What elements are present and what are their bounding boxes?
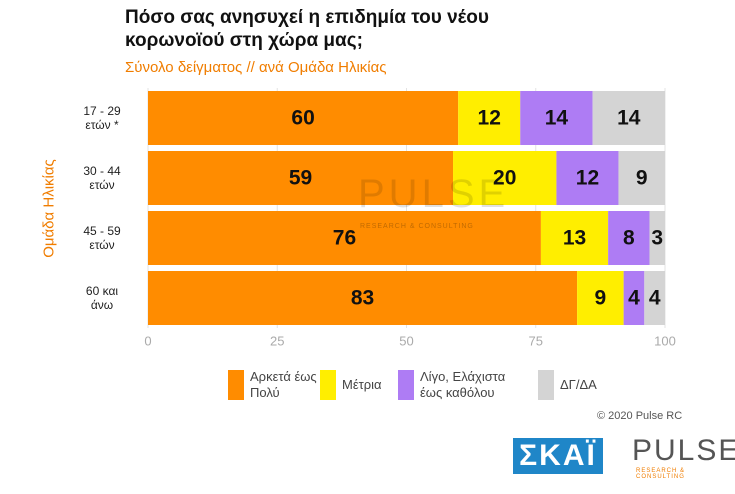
bar-segment: [644, 271, 665, 325]
legend-label: Αρκετά έως Πολύ: [250, 369, 317, 400]
y-tick-label: 30 - 44 ετών: [83, 164, 121, 192]
chart-subtitle: Σύνολο δείγματος // ανά Ομάδα Ηλικίας: [125, 59, 387, 76]
legend-swatch: [538, 370, 554, 400]
data-label: 59: [289, 167, 312, 190]
data-label: 13: [563, 227, 586, 250]
logo-skai: ΣΚΑΪ: [513, 438, 603, 474]
watermark: PULSE: [358, 172, 510, 216]
data-label: 14: [545, 107, 569, 130]
y-tick-label: 60 και άνω: [85, 284, 119, 312]
chart-title: Πόσο σας ανησυχεί η επιδημία του νέου κο…: [125, 7, 489, 51]
bar-segment: [148, 151, 454, 205]
data-label: 4: [628, 287, 640, 310]
legend-swatch: [398, 370, 414, 400]
data-label: 9: [595, 287, 607, 310]
legend-swatch: [320, 370, 336, 400]
data-label: 9: [636, 167, 648, 190]
logo-pulse-sub: RESEARCH & CONSULTING: [636, 468, 686, 480]
bar-segment: [623, 271, 645, 325]
data-label: 60: [291, 107, 314, 130]
data-label: 3: [651, 227, 663, 250]
copyright: © 2020 Pulse RC: [597, 410, 683, 422]
y-tick-label: 17 - 29 ετών *: [83, 104, 121, 132]
bar-segment: [148, 91, 459, 145]
bar-segment: [453, 151, 557, 205]
data-label: 4: [649, 287, 661, 310]
y-tick-label: 45 - 59 ετών: [83, 224, 121, 252]
legend-label: ΔΓ/ΔΑ: [560, 377, 597, 392]
bar-segment: [556, 151, 619, 205]
legend-swatch: [228, 370, 244, 400]
bar-segment: [458, 91, 521, 145]
data-label: 83: [351, 287, 374, 310]
legend-label: Μέτρια: [342, 377, 382, 392]
bar-segment: [148, 211, 541, 265]
logo-pulse: PULSE: [632, 434, 735, 467]
bar-segment: [577, 271, 624, 325]
x-tick-label: 75: [529, 333, 543, 348]
data-label: 20: [493, 167, 516, 190]
bar-segment: [592, 91, 665, 145]
bar-segment: [618, 151, 665, 205]
x-tick-label: 50: [399, 333, 413, 348]
data-label: 8: [623, 227, 635, 250]
x-tick-label: 100: [654, 333, 676, 348]
legend-label: Λίγο, Ελάχιστα έως καθόλου: [420, 369, 506, 400]
data-label: 12: [478, 107, 501, 130]
x-tick-label: 25: [270, 333, 284, 348]
x-tick-label: 0: [144, 333, 151, 348]
data-label: 14: [617, 107, 641, 130]
bar-segment: [148, 271, 578, 325]
data-label: 12: [576, 167, 599, 190]
bar-segment: [649, 211, 665, 265]
bar-segment: [520, 91, 593, 145]
bar-segment: [540, 211, 609, 265]
data-label: 76: [333, 227, 356, 250]
watermark-sub: RESEARCH & CONSULTING: [360, 223, 474, 230]
bar-segment: [608, 211, 650, 265]
